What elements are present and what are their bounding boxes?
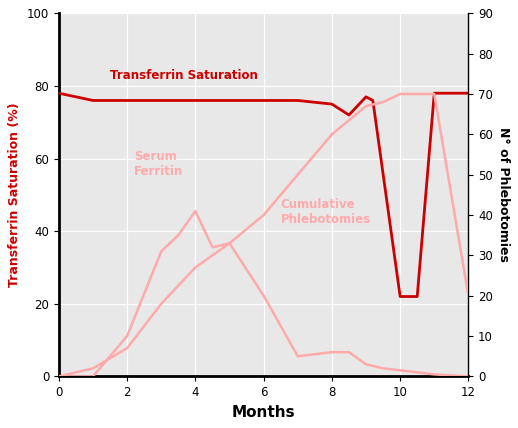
Text: Cumulative
Phlebotomies: Cumulative Phlebotomies [281,198,371,226]
Text: Transferrin Saturation: Transferrin Saturation [110,68,258,82]
Text: Serum
Ferritin: Serum Ferritin [134,150,183,178]
Y-axis label: Transferrin Saturation (%): Transferrin Saturation (%) [8,103,21,287]
Y-axis label: N° of Phlebotomies: N° of Phlebotomies [497,128,510,262]
X-axis label: Months: Months [232,404,295,420]
